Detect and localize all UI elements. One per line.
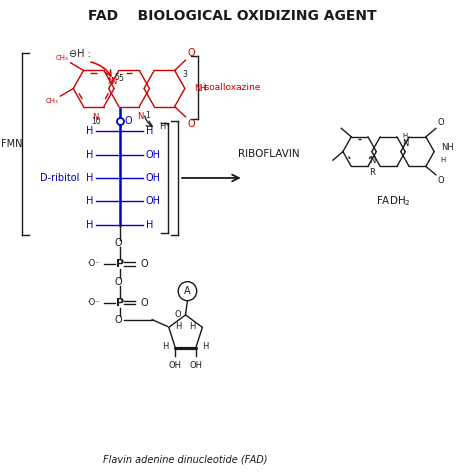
Text: N: N xyxy=(92,113,98,122)
Text: FAD    BIOLOGICAL OXIDIZING AGENT: FAD BIOLOGICAL OXIDIZING AGENT xyxy=(88,9,376,23)
Text: ⊖H :: ⊖H : xyxy=(69,50,91,60)
Text: H⁺: H⁺ xyxy=(159,122,170,131)
Text: O: O xyxy=(115,277,123,287)
Text: 3: 3 xyxy=(182,69,187,79)
Text: isoalloxazine: isoalloxazine xyxy=(202,83,261,92)
Text: H: H xyxy=(175,322,182,331)
Text: Flavin adenine dinucleotide (FAD): Flavin adenine dinucleotide (FAD) xyxy=(103,455,268,465)
Text: P: P xyxy=(116,258,124,268)
Text: H: H xyxy=(86,126,94,136)
Text: O: O xyxy=(115,315,123,325)
Text: H: H xyxy=(441,157,446,163)
Text: O: O xyxy=(140,298,148,307)
Text: D-ribitol: D-ribitol xyxy=(40,173,79,183)
Text: H: H xyxy=(146,220,153,230)
Text: H: H xyxy=(86,220,94,230)
Text: O: O xyxy=(187,119,195,129)
Text: ·O⁻: ·O⁻ xyxy=(86,259,99,268)
Text: 1: 1 xyxy=(145,111,150,120)
Text: OH: OH xyxy=(169,361,182,370)
Text: FADH$_2$: FADH$_2$ xyxy=(376,194,410,208)
Text: O: O xyxy=(115,238,123,248)
Text: H: H xyxy=(190,322,196,331)
Text: N: N xyxy=(402,139,409,148)
Text: ·O⁻: ·O⁻ xyxy=(86,298,99,307)
Text: N: N xyxy=(137,112,144,121)
Text: A: A xyxy=(184,286,191,296)
Text: H: H xyxy=(86,196,94,206)
Text: OH: OH xyxy=(146,149,161,159)
Text: N: N xyxy=(107,77,113,86)
Text: 10: 10 xyxy=(91,118,100,127)
Text: OH: OH xyxy=(146,173,161,183)
Text: H: H xyxy=(402,133,408,139)
Text: H: H xyxy=(86,173,94,183)
Text: CH₃: CH₃ xyxy=(56,55,69,61)
Text: O: O xyxy=(438,177,444,185)
Text: O: O xyxy=(187,48,195,58)
Text: R: R xyxy=(369,168,375,177)
Text: NH: NH xyxy=(194,84,207,93)
Text: H: H xyxy=(163,342,169,351)
Text: OH: OH xyxy=(146,196,161,206)
Text: N: N xyxy=(110,77,117,86)
Text: CH₃: CH₃ xyxy=(46,98,59,103)
Text: 5: 5 xyxy=(118,74,123,83)
Text: O: O xyxy=(124,116,132,126)
Text: P: P xyxy=(116,298,124,307)
Text: H: H xyxy=(86,149,94,159)
Text: NH: NH xyxy=(441,143,454,152)
Text: OH: OH xyxy=(190,361,202,370)
Text: O: O xyxy=(140,258,148,268)
Text: H: H xyxy=(146,126,153,136)
Text: FMN: FMN xyxy=(1,139,23,149)
Text: O: O xyxy=(438,118,444,127)
Text: 5: 5 xyxy=(115,73,119,82)
Text: O: O xyxy=(175,310,182,319)
Text: RIBOFLAVIN: RIBOFLAVIN xyxy=(238,149,300,159)
Text: N: N xyxy=(369,157,375,165)
Text: H: H xyxy=(202,342,209,351)
